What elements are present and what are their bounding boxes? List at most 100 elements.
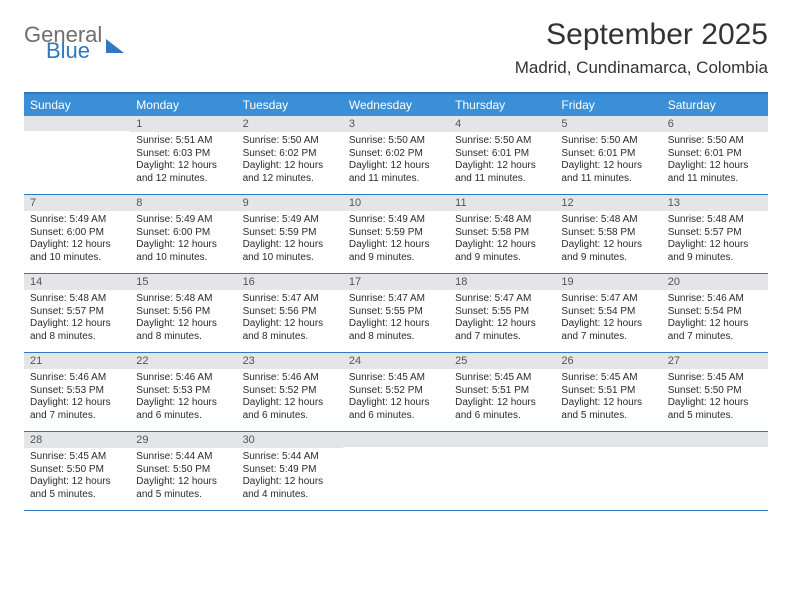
day-details: Sunrise: 5:47 AMSunset: 5:54 PMDaylight:… [555, 290, 661, 349]
calendar-cell: 29Sunrise: 5:44 AMSunset: 5:50 PMDayligh… [130, 432, 236, 510]
calendar-grid: Sunday Monday Tuesday Wednesday Thursday… [24, 92, 768, 511]
calendar-cell: 13Sunrise: 5:48 AMSunset: 5:57 PMDayligh… [662, 195, 768, 273]
calendar-cell-empty [343, 432, 449, 510]
location-subtitle: Madrid, Cundinamarca, Colombia [515, 58, 768, 78]
day-details: Sunrise: 5:49 AMSunset: 6:00 PMDaylight:… [24, 211, 130, 270]
calendar-cell: 11Sunrise: 5:48 AMSunset: 5:58 PMDayligh… [449, 195, 555, 273]
date-number: 15 [130, 274, 236, 290]
day-details: Sunrise: 5:49 AMSunset: 5:59 PMDaylight:… [237, 211, 343, 270]
weekday-header: Tuesday [237, 94, 343, 116]
weekday-header: Sunday [24, 94, 130, 116]
day-details: Sunrise: 5:45 AMSunset: 5:50 PMDaylight:… [24, 448, 130, 507]
day-details: Sunrise: 5:44 AMSunset: 5:49 PMDaylight:… [237, 448, 343, 507]
calendar-week-row: 21Sunrise: 5:46 AMSunset: 5:53 PMDayligh… [24, 353, 768, 432]
day-details: Sunrise: 5:47 AMSunset: 5:55 PMDaylight:… [343, 290, 449, 349]
calendar-cell: 21Sunrise: 5:46 AMSunset: 5:53 PMDayligh… [24, 353, 130, 431]
calendar-week-row: 7Sunrise: 5:49 AMSunset: 6:00 PMDaylight… [24, 195, 768, 274]
date-number: 28 [24, 432, 130, 448]
brand-logo: General Blue [24, 18, 124, 62]
date-number: 6 [662, 116, 768, 132]
weekday-header: Thursday [449, 94, 555, 116]
date-number: 17 [343, 274, 449, 290]
calendar-cell-empty [662, 432, 768, 510]
calendar-cell: 8Sunrise: 5:49 AMSunset: 6:00 PMDaylight… [130, 195, 236, 273]
day-details: Sunrise: 5:50 AMSunset: 6:02 PMDaylight:… [343, 132, 449, 191]
date-number: 22 [130, 353, 236, 369]
day-details: Sunrise: 5:46 AMSunset: 5:53 PMDaylight:… [24, 369, 130, 428]
calendar-cell: 24Sunrise: 5:45 AMSunset: 5:52 PMDayligh… [343, 353, 449, 431]
day-details: Sunrise: 5:46 AMSunset: 5:52 PMDaylight:… [237, 369, 343, 428]
calendar-cell: 1Sunrise: 5:51 AMSunset: 6:03 PMDaylight… [130, 116, 236, 194]
date-number: 3 [343, 116, 449, 132]
weekday-header: Monday [130, 94, 236, 116]
date-number: 16 [237, 274, 343, 290]
page-header: General Blue September 2025 Madrid, Cund… [24, 18, 768, 78]
calendar-cell: 19Sunrise: 5:47 AMSunset: 5:54 PMDayligh… [555, 274, 661, 352]
date-number: 26 [555, 353, 661, 369]
calendar-cell-empty [24, 116, 130, 194]
date-number: 24 [343, 353, 449, 369]
calendar-cell: 20Sunrise: 5:46 AMSunset: 5:54 PMDayligh… [662, 274, 768, 352]
day-details: Sunrise: 5:48 AMSunset: 5:56 PMDaylight:… [130, 290, 236, 349]
date-number: 27 [662, 353, 768, 369]
date-number: 9 [237, 195, 343, 211]
calendar-cell: 26Sunrise: 5:45 AMSunset: 5:51 PMDayligh… [555, 353, 661, 431]
calendar-cell: 4Sunrise: 5:50 AMSunset: 6:01 PMDaylight… [449, 116, 555, 194]
day-details: Sunrise: 5:46 AMSunset: 5:53 PMDaylight:… [130, 369, 236, 428]
calendar-cell: 17Sunrise: 5:47 AMSunset: 5:55 PMDayligh… [343, 274, 449, 352]
calendar-week-row: 1Sunrise: 5:51 AMSunset: 6:03 PMDaylight… [24, 116, 768, 195]
date-number: 23 [237, 353, 343, 369]
day-details: Sunrise: 5:50 AMSunset: 6:01 PMDaylight:… [555, 132, 661, 191]
calendar-cell: 22Sunrise: 5:46 AMSunset: 5:53 PMDayligh… [130, 353, 236, 431]
day-details: Sunrise: 5:50 AMSunset: 6:01 PMDaylight:… [662, 132, 768, 191]
date-number: 2 [237, 116, 343, 132]
calendar-cell: 30Sunrise: 5:44 AMSunset: 5:49 PMDayligh… [237, 432, 343, 510]
calendar-cell-empty [449, 432, 555, 510]
calendar-cell: 25Sunrise: 5:45 AMSunset: 5:51 PMDayligh… [449, 353, 555, 431]
calendar-cell: 27Sunrise: 5:45 AMSunset: 5:50 PMDayligh… [662, 353, 768, 431]
day-details: Sunrise: 5:45 AMSunset: 5:52 PMDaylight:… [343, 369, 449, 428]
date-number: 18 [449, 274, 555, 290]
calendar-cell: 7Sunrise: 5:49 AMSunset: 6:00 PMDaylight… [24, 195, 130, 273]
calendar-cell: 2Sunrise: 5:50 AMSunset: 6:02 PMDaylight… [237, 116, 343, 194]
calendar-cell: 18Sunrise: 5:47 AMSunset: 5:55 PMDayligh… [449, 274, 555, 352]
date-number: 1 [130, 116, 236, 132]
weekday-header: Friday [555, 94, 661, 116]
day-details: Sunrise: 5:51 AMSunset: 6:03 PMDaylight:… [130, 132, 236, 191]
calendar-cell: 6Sunrise: 5:50 AMSunset: 6:01 PMDaylight… [662, 116, 768, 194]
date-number: 14 [24, 274, 130, 290]
calendar-cell: 9Sunrise: 5:49 AMSunset: 5:59 PMDaylight… [237, 195, 343, 273]
date-number: 5 [555, 116, 661, 132]
date-number: 12 [555, 195, 661, 211]
brand-triangle-icon [106, 39, 124, 53]
calendar-cell: 15Sunrise: 5:48 AMSunset: 5:56 PMDayligh… [130, 274, 236, 352]
day-details: Sunrise: 5:45 AMSunset: 5:51 PMDaylight:… [449, 369, 555, 428]
date-number: 4 [449, 116, 555, 132]
date-number: 30 [237, 432, 343, 448]
weekday-header: Wednesday [343, 94, 449, 116]
day-details: Sunrise: 5:49 AMSunset: 5:59 PMDaylight:… [343, 211, 449, 270]
calendar-cell: 12Sunrise: 5:48 AMSunset: 5:58 PMDayligh… [555, 195, 661, 273]
date-number: 10 [343, 195, 449, 211]
calendar-cell: 14Sunrise: 5:48 AMSunset: 5:57 PMDayligh… [24, 274, 130, 352]
day-details: Sunrise: 5:45 AMSunset: 5:51 PMDaylight:… [555, 369, 661, 428]
day-details: Sunrise: 5:49 AMSunset: 6:00 PMDaylight:… [130, 211, 236, 270]
date-number: 19 [555, 274, 661, 290]
day-details: Sunrise: 5:46 AMSunset: 5:54 PMDaylight:… [662, 290, 768, 349]
day-details: Sunrise: 5:50 AMSunset: 6:01 PMDaylight:… [449, 132, 555, 191]
calendar-cell: 10Sunrise: 5:49 AMSunset: 5:59 PMDayligh… [343, 195, 449, 273]
date-number: 7 [24, 195, 130, 211]
month-title: September 2025 [515, 18, 768, 52]
date-number: 11 [449, 195, 555, 211]
day-details: Sunrise: 5:47 AMSunset: 5:55 PMDaylight:… [449, 290, 555, 349]
weekday-header-row: Sunday Monday Tuesday Wednesday Thursday… [24, 94, 768, 116]
calendar-cell: 3Sunrise: 5:50 AMSunset: 6:02 PMDaylight… [343, 116, 449, 194]
date-number: 20 [662, 274, 768, 290]
date-number: 21 [24, 353, 130, 369]
day-details: Sunrise: 5:50 AMSunset: 6:02 PMDaylight:… [237, 132, 343, 191]
weekday-header: Saturday [662, 94, 768, 116]
calendar-cell: 5Sunrise: 5:50 AMSunset: 6:01 PMDaylight… [555, 116, 661, 194]
day-details: Sunrise: 5:48 AMSunset: 5:58 PMDaylight:… [555, 211, 661, 270]
day-details: Sunrise: 5:44 AMSunset: 5:50 PMDaylight:… [130, 448, 236, 507]
calendar-cell: 28Sunrise: 5:45 AMSunset: 5:50 PMDayligh… [24, 432, 130, 510]
